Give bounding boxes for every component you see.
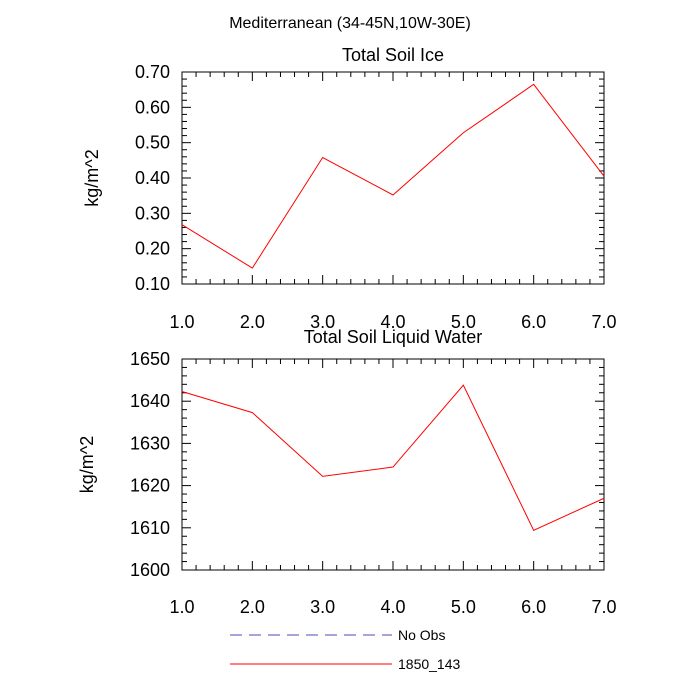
plot-frame [181, 358, 605, 571]
figure-title: Mediterranean (34-45N,10W-30E) [229, 15, 471, 32]
y-axis-label: kg/m^2 [77, 436, 97, 493]
y-tick-label: 1630 [130, 433, 170, 453]
x-tick-label: 6.0 [521, 597, 546, 617]
series-line-1850_143 [181, 384, 605, 531]
x-tick-label: 7.0 [591, 312, 616, 332]
x-tick-label: 3.0 [310, 597, 335, 617]
y-tick-label: 1610 [130, 518, 170, 538]
y-tick-label: 1650 [130, 349, 170, 369]
x-tick-label: 1.0 [169, 597, 194, 617]
y-tick-label: 0.60 [135, 97, 170, 117]
x-tick-label: 1.0 [169, 312, 194, 332]
x-tick-label: 6.0 [521, 312, 546, 332]
x-tick-label: 5.0 [451, 312, 476, 332]
chart-panel-2: Total Soil Liquid Water kg/m^2 1600 1610 162… [77, 327, 617, 617]
chart-title: Total Soil Ice [342, 45, 444, 65]
y-tick-label: 0.50 [135, 133, 170, 153]
y-tick-label: 0.70 [135, 62, 170, 82]
series-line-1850_143 [181, 83, 605, 269]
x-tick-label: 4.0 [380, 597, 405, 617]
x-tick-label: 2.0 [240, 597, 265, 617]
x-tick-label: 4.0 [380, 312, 405, 332]
y-tick-label: 0.30 [135, 203, 170, 223]
x-tick-label: 7.0 [591, 597, 616, 617]
legend-label-1: No Obs [398, 627, 445, 643]
legend-label-2: 1850_143 [398, 656, 461, 672]
chart-panel-1: Total Soil Ice kg/m^2 0.10 0.20 0.30 0.40 0.50… [82, 45, 617, 332]
y-tick-label: 1600 [130, 560, 170, 580]
plot-frame [181, 71, 605, 285]
y-tick-label: 1620 [130, 476, 170, 496]
x-tick-label: 2.0 [240, 312, 265, 332]
legend: No Obs 1850_143 [230, 627, 461, 672]
chart-title: Total Soil Liquid Water [304, 327, 482, 347]
y-tick-label: 1640 [130, 391, 170, 411]
y-tick-label: 0.40 [135, 168, 170, 188]
x-tick-label: 5.0 [451, 597, 476, 617]
y-axis-label: kg/m^2 [82, 149, 102, 206]
chart-panels: Total Soil Ice kg/m^2 0.10 0.20 0.30 0.40 0.50… [77, 45, 617, 617]
y-tick-label: 0.10 [135, 274, 170, 294]
x-tick-label: 3.0 [310, 312, 335, 332]
y-tick-label: 0.20 [135, 239, 170, 259]
